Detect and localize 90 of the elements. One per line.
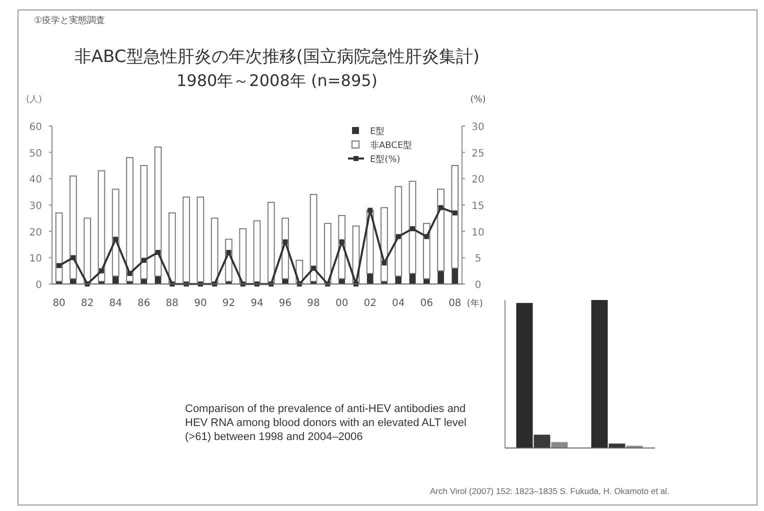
point xyxy=(410,226,416,232)
x-tick-label: 06 xyxy=(420,298,434,309)
bar xyxy=(422,222,430,280)
bar xyxy=(112,276,119,284)
bar xyxy=(324,222,332,284)
bar xyxy=(438,270,444,284)
point xyxy=(452,210,458,216)
x-tick-label: 84 xyxy=(109,298,122,309)
bar xyxy=(395,276,402,284)
point xyxy=(156,250,161,255)
bar xyxy=(551,442,568,448)
bar xyxy=(437,188,444,272)
y2-tick-label: 10 xyxy=(472,227,484,238)
point xyxy=(70,255,76,260)
point xyxy=(424,234,430,240)
y2-axis-title: (%) xyxy=(470,95,486,105)
y2-tick-label: 25 xyxy=(472,148,484,160)
bar xyxy=(452,268,458,284)
bar xyxy=(98,170,106,282)
x-tick-label: 00 xyxy=(335,298,348,309)
text: ①疫学と実態調査 xyxy=(34,14,106,27)
y2-tick-label: 0 xyxy=(474,280,482,291)
y-tick-label: 60 xyxy=(29,122,42,133)
point xyxy=(311,266,316,271)
y2-tick-label: 30 xyxy=(472,122,484,133)
bar xyxy=(154,146,162,277)
bar xyxy=(408,180,416,274)
bar xyxy=(394,186,402,277)
bar xyxy=(366,273,374,284)
y-tick-label: 30 xyxy=(29,201,42,212)
y-tick-label: 40 xyxy=(29,174,42,186)
x-tick-label: 80 xyxy=(52,298,66,309)
point xyxy=(226,250,232,255)
point xyxy=(396,234,401,240)
text: Arch Virol (2007) 152: 1823–1835 S. Fukuda, H. Okamoto et al. xyxy=(430,486,670,496)
point xyxy=(113,236,118,242)
bar xyxy=(267,202,275,284)
point xyxy=(438,205,444,210)
y-axis-title: (人) xyxy=(26,94,42,105)
y-tick-label: 50 xyxy=(29,148,42,160)
x-tick-label: 88 xyxy=(166,298,179,309)
bar xyxy=(126,157,134,282)
bar xyxy=(70,176,77,280)
bar xyxy=(182,196,190,284)
x-tick-label: 94 xyxy=(250,298,264,309)
y2-tick-label: 5 xyxy=(474,254,482,265)
bar xyxy=(516,302,533,448)
bar xyxy=(253,220,261,284)
bar xyxy=(140,165,148,280)
x-tick-label: 04 xyxy=(392,298,405,309)
legend-label: 非ABCE型 xyxy=(370,140,412,151)
bar xyxy=(608,444,626,448)
x-tick-label: 82 xyxy=(80,298,94,309)
bar xyxy=(55,212,63,282)
y2-tick-label: 20 xyxy=(472,174,484,186)
point xyxy=(282,239,288,244)
point xyxy=(127,270,132,276)
bar xyxy=(310,194,318,282)
chart-subtitle: 1980年～2008年 (n=895) xyxy=(176,71,378,90)
y-tick-label: 10 xyxy=(29,254,42,265)
x-tick-label: 08 xyxy=(448,298,462,309)
bar xyxy=(239,228,247,284)
x-tick-label: 02 xyxy=(364,298,376,309)
y-tick-label: 0 xyxy=(36,280,42,291)
x-tick-label: 96 xyxy=(278,298,292,309)
point xyxy=(382,260,387,266)
bar xyxy=(112,188,120,277)
bar xyxy=(168,212,176,284)
bar xyxy=(210,218,218,284)
bar xyxy=(591,300,608,448)
y-tick-label: 20 xyxy=(29,227,42,238)
x-tick-label: 98 xyxy=(307,298,320,309)
point xyxy=(339,239,344,244)
bar xyxy=(534,434,550,448)
legend-label: E型(%) xyxy=(370,154,400,165)
point xyxy=(368,208,373,213)
chart-title: 非ABC型急性肝炎の年次推移(国立病院急性肝炎集計) xyxy=(74,47,480,67)
text: Comparison of the prevalence of anti-HEV antibodies and HEV RNA among blood donors with an elevated ALT level (>61) between 1998 and 2004–2006 xyxy=(185,402,468,444)
bar xyxy=(196,196,204,284)
point xyxy=(141,258,146,263)
x-tick-label: 90 xyxy=(194,298,207,309)
point xyxy=(98,268,104,274)
y2-tick-label: 15 xyxy=(472,201,484,212)
x-tick-label: 92 xyxy=(222,298,236,309)
bar xyxy=(451,165,459,269)
legend-label: E型 xyxy=(370,126,385,137)
x-axis-title: (年) xyxy=(466,298,483,309)
x-tick-label: 86 xyxy=(138,298,150,309)
bar xyxy=(84,218,92,284)
point xyxy=(56,263,62,268)
